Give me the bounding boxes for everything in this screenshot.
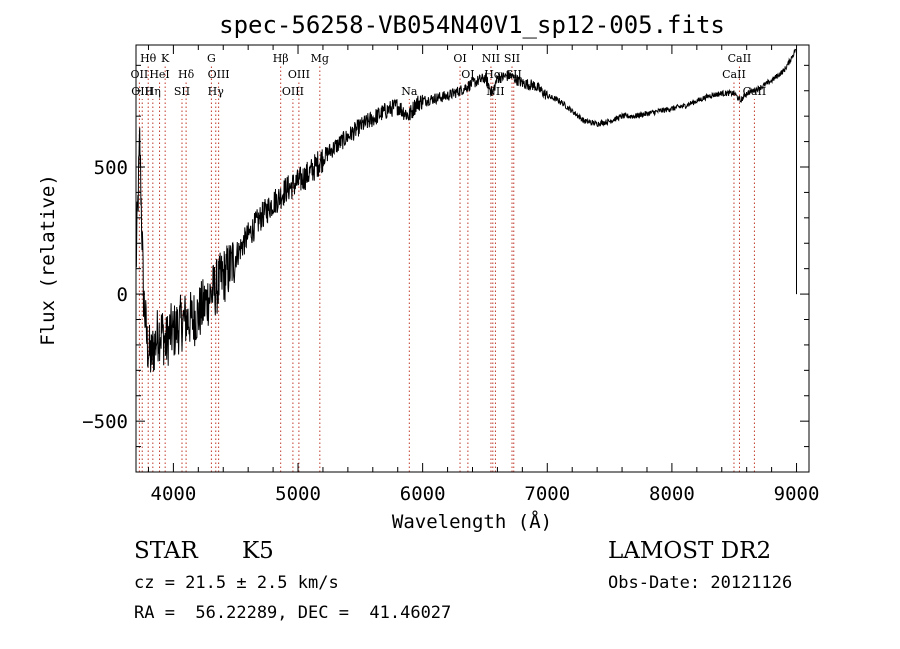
line-marker-label: OI: [453, 52, 466, 65]
y-axis: −500 0 500: [82, 64, 809, 448]
x-tick-label: 6000: [400, 483, 446, 505]
line-marker-label: G: [207, 52, 216, 65]
x-tick-label: 8000: [649, 483, 695, 505]
coordinates: RA = 56.22289, DEC = 41.46027: [134, 603, 452, 623]
line-marker-label: Hβ: [273, 52, 289, 65]
line-marker-label: OIII: [131, 85, 153, 98]
redshift-velocity: cz = 21.5 ± 2.5 km/s: [134, 573, 339, 593]
line-marker-label: CaII: [722, 68, 746, 81]
line-marker-label: Hη: [145, 85, 161, 98]
x-tick-label: 7000: [524, 483, 570, 505]
line-marker-label: OIII: [288, 68, 310, 81]
object-class: STAR: [134, 538, 198, 564]
line-marker-label: Hδ: [178, 68, 195, 81]
line-marker-label: Hθ: [140, 52, 157, 65]
line-marker-label: SII: [174, 85, 190, 98]
chart-title: spec-56258-VB054N40V1_sp12-005.fits: [219, 11, 725, 39]
object-subclass: K5: [242, 538, 274, 564]
y-tick-label: −500: [82, 411, 128, 433]
spectrum-line: [135, 48, 797, 373]
line-marker-label: Na: [401, 85, 418, 98]
line-marker-label: OIII: [282, 85, 304, 98]
line-marker-label: K: [161, 52, 170, 65]
observation-date: Obs-Date: 20121126: [608, 573, 793, 593]
y-axis-label: Flux (relative): [37, 174, 59, 346]
line-marker-label: OI: [461, 68, 474, 81]
survey-name: LAMOST DR2: [608, 538, 772, 564]
line-marker-label: SII: [504, 52, 520, 65]
x-tick-label: 5000: [275, 483, 321, 505]
line-marker-label: OIII: [208, 68, 230, 81]
line-marker-label: Hγ: [208, 85, 225, 98]
line-marker-label: HeI: [149, 68, 169, 81]
x-tick-label: 4000: [151, 483, 197, 505]
line-marker-label: CaII: [728, 52, 752, 65]
y-tick-label: 500: [94, 157, 128, 179]
x-tick-label: 9000: [774, 483, 820, 505]
line-marker-label: Mg: [311, 52, 329, 65]
line-marker-label: OII: [131, 68, 149, 81]
x-axis: 4000 5000 6000 7000 8000 9000: [147, 45, 820, 505]
line-marker-label: NII: [482, 52, 500, 65]
x-axis-label: Wavelength (Å): [392, 510, 552, 533]
y-tick-label: 0: [117, 284, 128, 306]
